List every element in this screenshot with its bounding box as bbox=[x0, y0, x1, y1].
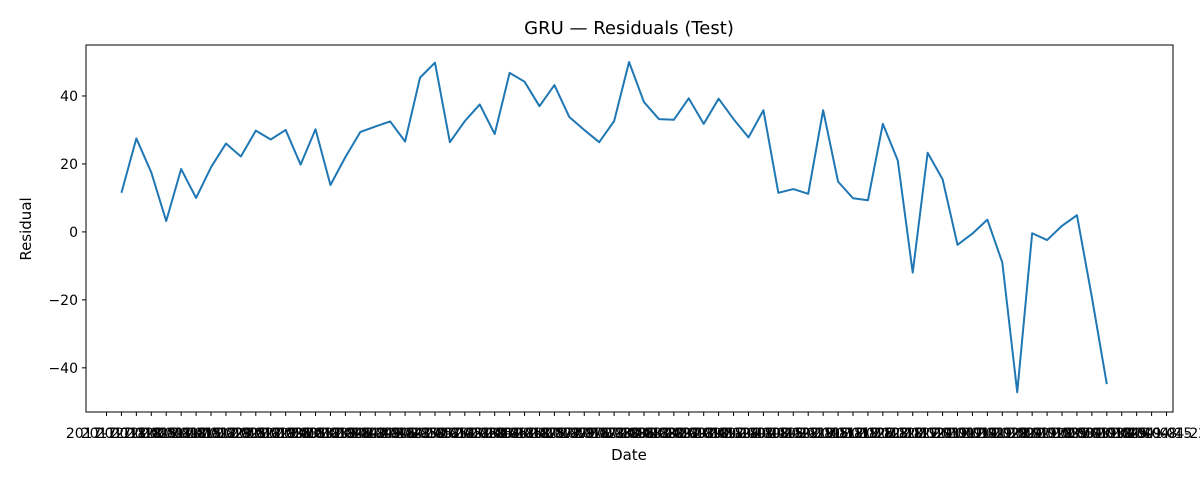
x-tick-label: 2019-04-08 bbox=[1096, 426, 1177, 442]
y-tick-label: 20 bbox=[60, 157, 78, 173]
x-tick-label: 2018-03-26 bbox=[290, 426, 371, 442]
x-tick-label: 2019-02-18 bbox=[991, 426, 1072, 442]
x-tick-label: 2018-02-19 bbox=[215, 426, 296, 442]
x-tick-label: 2018-12-10 bbox=[842, 426, 923, 442]
x-tick-label: 2018-01-29 bbox=[170, 426, 251, 442]
x-tick-label: 2018-11-26 bbox=[812, 426, 893, 442]
y-tick-label: −40 bbox=[48, 361, 78, 377]
x-tick-label: 2018-02-05 bbox=[185, 426, 266, 442]
x-axis-label: Date bbox=[611, 446, 647, 464]
x-tick-label: 2019-02-11 bbox=[977, 426, 1058, 442]
x-tick-label: 2019-01-14 bbox=[917, 426, 998, 442]
x-tick-label: 2018-05-14 bbox=[394, 426, 475, 442]
x-tick-label: 2018-03-05 bbox=[245, 426, 326, 442]
plot-area-frame bbox=[85, 44, 1174, 413]
x-tick-label: 2018-08-06 bbox=[573, 426, 654, 442]
x-tick-label: 2018-06-11 bbox=[454, 426, 535, 442]
x-tick-label: 2019-04-15 bbox=[1111, 426, 1192, 442]
x-tick-label: 2018-06-18 bbox=[469, 426, 550, 442]
x-tick-label: 2019-04-01 bbox=[1081, 426, 1162, 442]
x-tick-label: 2018-12-31 bbox=[887, 426, 968, 442]
x-tick-label: 2018-10-08 bbox=[708, 426, 789, 442]
x-tick-label: 2018-08-20 bbox=[603, 426, 684, 442]
x-tick-label: 2017-12-25 bbox=[96, 426, 177, 442]
x-tick-label: 2018-06-25 bbox=[484, 426, 565, 442]
x-tick-label: 2019-01-07 bbox=[902, 426, 983, 442]
x-tick-label: 2019-02-25 bbox=[1006, 426, 1087, 442]
x-tick-label: 2018-04-30 bbox=[364, 426, 445, 442]
x-tick-label: 2018-09-24 bbox=[678, 426, 759, 442]
x-tick-label: 2019-03-25 bbox=[1066, 426, 1147, 442]
x-tick-label: 2018-11-05 bbox=[768, 426, 849, 442]
x-axis-ticks: 2017-12-112017-12-182017-12-252018-01-01… bbox=[66, 412, 1200, 442]
chart-title: GRU — Residuals (Test) bbox=[524, 18, 734, 39]
x-tick-label: 2018-12-24 bbox=[872, 426, 953, 442]
y-axis-label: Residual bbox=[17, 197, 35, 260]
x-tick-label: 2017-12-18 bbox=[81, 426, 162, 442]
x-tick-label: 2019-01-21 bbox=[932, 426, 1013, 442]
x-tick-label: 2018-07-09 bbox=[514, 426, 595, 442]
x-tick-label: 2019-04-22 bbox=[1126, 426, 1200, 442]
x-tick-label: 2017-12-11 bbox=[66, 426, 147, 442]
x-tick-label: 2019-03-04 bbox=[1021, 426, 1102, 442]
x-tick-label: 2018-05-07 bbox=[379, 426, 460, 442]
x-tick-label: 2018-04-23 bbox=[349, 426, 430, 442]
x-tick-label: 2019-01-28 bbox=[947, 426, 1028, 442]
x-tick-label: 2018-07-30 bbox=[559, 426, 640, 442]
x-tick-label: 2018-02-12 bbox=[200, 426, 281, 442]
x-tick-label: 2018-04-09 bbox=[320, 426, 401, 442]
x-tick-label: 2018-10-01 bbox=[693, 426, 774, 442]
x-tick-label: 2018-11-12 bbox=[782, 426, 863, 442]
x-tick-label: 2018-10-22 bbox=[738, 426, 819, 442]
x-tick-label: 2018-10-29 bbox=[753, 426, 834, 442]
x-tick-label: 2018-02-26 bbox=[230, 426, 311, 442]
x-tick-label: 2018-01-22 bbox=[155, 426, 236, 442]
x-tick-label: 2018-12-17 bbox=[857, 426, 938, 442]
x-tick-label: 2018-03-12 bbox=[260, 426, 341, 442]
x-tick-label: 2018-06-04 bbox=[439, 426, 520, 442]
y-tick-label: 0 bbox=[69, 225, 78, 241]
x-tick-label: 2018-11-19 bbox=[797, 426, 878, 442]
x-tick-label: 2018-01-15 bbox=[140, 426, 221, 442]
x-tick-label: 2018-03-19 bbox=[275, 426, 356, 442]
x-tick-label: 2018-07-23 bbox=[544, 426, 625, 442]
x-tick-label: 2018-07-02 bbox=[499, 426, 580, 442]
x-tick-label: 2019-02-04 bbox=[962, 426, 1043, 442]
x-tick-label: 2019-03-18 bbox=[1051, 426, 1132, 442]
residual-series-line bbox=[120, 60, 1108, 394]
x-tick-label: 2018-01-08 bbox=[126, 426, 207, 442]
x-tick-label: 2018-09-10 bbox=[648, 426, 729, 442]
y-tick-label: 40 bbox=[60, 89, 78, 105]
x-tick-label: 2018-05-21 bbox=[409, 426, 490, 442]
x-tick-label: 2019-03-11 bbox=[1036, 426, 1117, 442]
x-tick-label: 2018-07-16 bbox=[529, 426, 610, 442]
x-tick-label: 2018-08-13 bbox=[588, 426, 669, 442]
x-tick-label: 2018-05-28 bbox=[424, 426, 505, 442]
x-tick-label: 2018-10-15 bbox=[723, 426, 804, 442]
x-tick-label: 2018-04-16 bbox=[335, 426, 416, 442]
x-tick-label: 2018-04-02 bbox=[305, 426, 386, 442]
x-tick-label: 2018-09-17 bbox=[663, 426, 744, 442]
y-tick-label: −20 bbox=[48, 293, 78, 309]
x-tick-label: 2018-12-03 bbox=[827, 426, 908, 442]
x-tick-label: 2018-01-01 bbox=[111, 426, 192, 442]
x-tick-label: 2018-08-27 bbox=[618, 426, 699, 442]
x-tick-label: 2018-09-03 bbox=[633, 426, 714, 442]
y-axis-ticks: −40 −20 0 20 40 bbox=[48, 89, 86, 377]
